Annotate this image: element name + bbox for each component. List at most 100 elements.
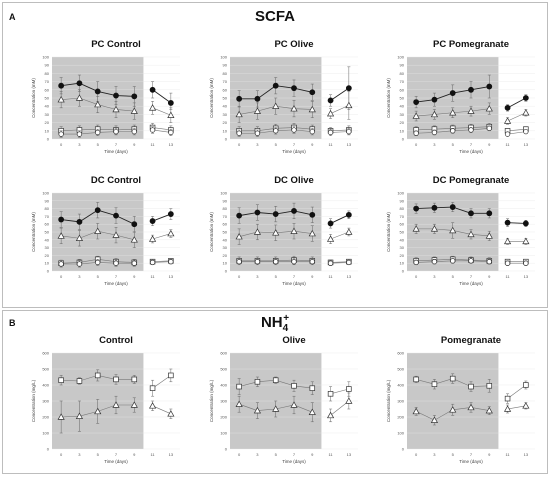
y-tick-label: 20 <box>400 253 405 258</box>
data-point <box>130 107 138 114</box>
data-point <box>291 383 297 389</box>
y-tick-label: 500 <box>220 367 227 372</box>
y-tick-label: 70 <box>223 214 228 219</box>
data-point <box>449 406 457 413</box>
series-open-circle <box>413 258 529 266</box>
chart-title: Pomegranate <box>441 335 501 346</box>
y-axis-label: Concentration (mM) <box>386 78 391 118</box>
data-point <box>76 218 83 225</box>
x-axis-label: Time (days) <box>104 281 128 286</box>
data-point <box>112 401 120 408</box>
y-axis-label: Concentration (mM) <box>31 78 36 118</box>
x-tick-label: 11 <box>150 274 155 279</box>
data-point <box>413 376 419 383</box>
series-filled-circle <box>413 202 529 227</box>
y-axis-label: Concentration (mM) <box>386 212 391 252</box>
x-tick-label: 7 <box>470 142 473 147</box>
x-tick-label: 9 <box>311 452 314 457</box>
y-tick-label: 500 <box>42 367 49 372</box>
chart-title: PC Olive <box>274 39 313 50</box>
data-point <box>413 130 419 136</box>
data-point <box>94 372 101 379</box>
data-point <box>291 258 297 265</box>
x-axis-label: Time (days) <box>104 149 128 154</box>
y-tick-label: 50 <box>45 96 50 101</box>
y-tick-label: 400 <box>397 383 404 388</box>
data-point <box>504 260 511 266</box>
data-point <box>94 88 101 95</box>
x-tick-label: 5 <box>97 142 100 147</box>
x-tick-label: 13 <box>169 142 174 147</box>
y-tick-label: 60 <box>400 222 405 227</box>
data-point <box>131 376 138 383</box>
data-point <box>291 127 297 133</box>
x-tick-label: 9 <box>133 274 136 279</box>
y-tick-label: 0 <box>47 137 50 142</box>
series-line <box>152 89 172 104</box>
data-point <box>485 232 493 239</box>
x-tick-label: 13 <box>347 274 352 279</box>
data-point <box>327 391 334 397</box>
x-tick-label: 0 <box>238 274 241 279</box>
x-tick-label: 7 <box>115 274 118 279</box>
data-point <box>94 100 102 108</box>
x-tick-label: 9 <box>488 452 491 457</box>
x-tick-label: 7 <box>115 452 118 457</box>
data-point <box>345 101 353 109</box>
x-axis-label: Time (days) <box>282 149 306 154</box>
series-line <box>330 131 349 133</box>
data-point <box>346 386 352 392</box>
data-point <box>168 258 174 265</box>
series-open-triangle <box>57 89 175 123</box>
data-point <box>76 131 83 137</box>
data-point <box>254 130 261 136</box>
chart-title: Control <box>99 335 133 346</box>
data-point <box>113 260 119 266</box>
x-tick-label: 0 <box>60 274 63 279</box>
data-point <box>58 131 64 137</box>
series-line <box>152 129 171 133</box>
y-tick-label: 20 <box>223 120 228 125</box>
chart-olive: Olive 0 100 200 300 400 500 600 0 3 5 7 9 11 13 Time (d… <box>209 335 358 464</box>
x-tick-label: 0 <box>238 142 241 147</box>
data-point <box>168 129 174 136</box>
data-point <box>112 105 120 113</box>
y-tick-label: 80 <box>223 206 228 211</box>
data-point <box>345 397 353 404</box>
data-point <box>309 258 315 265</box>
chart-dc-olive: DC Olive 0 10 20 30 40 50 60 70 80 90 100 0 3 5 7 9 11 13 T… <box>209 175 358 286</box>
data-point <box>431 129 438 136</box>
data-point <box>94 227 102 234</box>
y-tick-label: 30 <box>45 112 50 117</box>
data-point <box>95 129 101 136</box>
data-point <box>94 407 102 415</box>
data-point <box>431 258 438 265</box>
data-point <box>149 86 156 93</box>
y-axis-label: Concentration (mg/L) <box>209 379 214 422</box>
data-point <box>236 130 242 136</box>
data-point <box>94 207 101 214</box>
y-tick-label: 200 <box>220 415 227 420</box>
x-tick-label: 3 <box>78 142 81 147</box>
series-line <box>507 405 526 410</box>
data-point <box>291 85 297 92</box>
y-axis-label: Concentration (mg/L) <box>386 379 391 422</box>
data-point <box>486 83 493 90</box>
x-tick-label: 3 <box>433 274 436 279</box>
x-tick-label: 13 <box>347 142 352 147</box>
data-point <box>468 210 474 217</box>
x-tick-label: 0 <box>238 452 241 457</box>
x-tick-label: 3 <box>256 452 259 457</box>
chart-pc-control: PC Control 0 10 20 30 40 50 60 70 80 90 100 0 3 5 7 9 11 1… <box>31 39 180 154</box>
data-point <box>326 109 335 117</box>
data-point <box>148 402 157 409</box>
x-tick-label: 13 <box>524 142 529 147</box>
data-point <box>412 112 420 119</box>
x-tick-label: 5 <box>452 452 455 457</box>
y-tick-label: 10 <box>223 261 228 266</box>
data-point <box>308 408 316 415</box>
series-line <box>152 375 172 389</box>
x-tick-label: 13 <box>524 274 529 279</box>
x-tick-label: 3 <box>78 274 81 279</box>
